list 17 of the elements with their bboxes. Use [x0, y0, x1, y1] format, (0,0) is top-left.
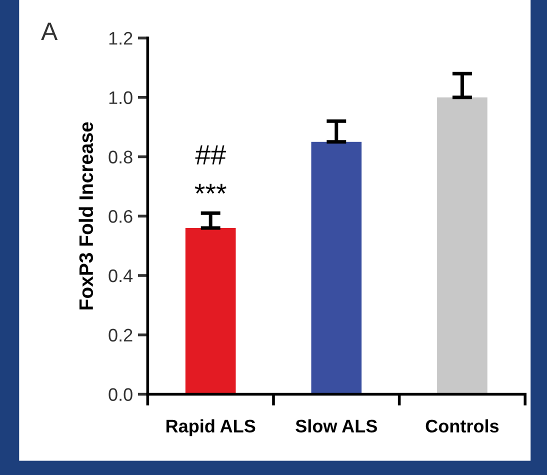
y-axis-title: FoxP3 Fold Increase — [78, 122, 94, 310]
y-tick-label: 0.4 — [108, 269, 133, 282]
bar — [311, 142, 362, 394]
y-tick-label: 1.2 — [109, 32, 132, 45]
y-tick-label: 0.8 — [108, 150, 132, 164]
y-tick-label: 0.2 — [108, 328, 132, 342]
y-tick-label: 0.0 — [108, 388, 132, 401]
x-tick-label: Rapid ALS — [166, 419, 256, 436]
y-tick-label: 1.0 — [109, 91, 132, 104]
bar — [437, 97, 488, 394]
x-tick-label: Slow ALS — [296, 419, 377, 433]
text: A — [41, 22, 58, 40]
annotation: *** — [194, 184, 226, 194]
bar — [185, 228, 236, 394]
y-tick-label: 0.6 — [108, 210, 132, 223]
annotation: ## — [195, 145, 226, 164]
x-tick-label: Controls — [426, 419, 499, 433]
